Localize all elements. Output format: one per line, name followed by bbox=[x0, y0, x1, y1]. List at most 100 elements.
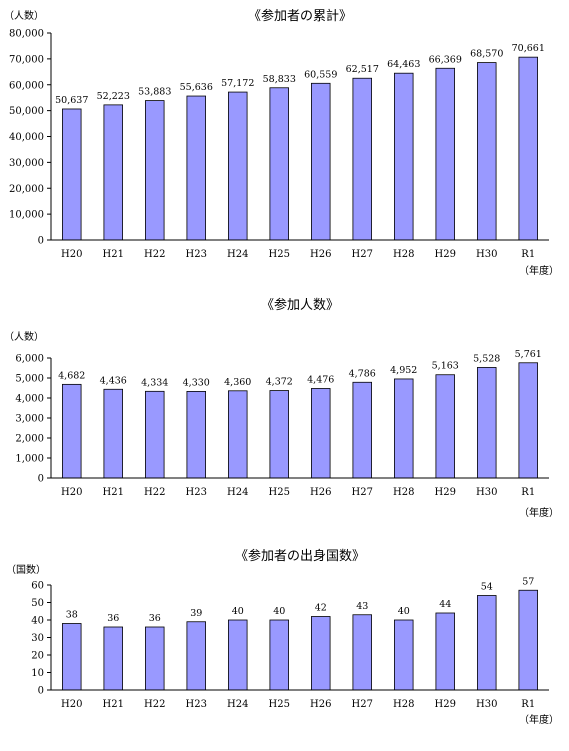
data-label-H23: 55,636 bbox=[180, 82, 213, 93]
x-tick-label: H20 bbox=[61, 249, 82, 260]
data-label-H22: 53,883 bbox=[138, 87, 171, 98]
y-tick-label: 10,000 bbox=[9, 210, 44, 221]
x-tick-label: H28 bbox=[393, 249, 414, 260]
data-label-R1: 70,661 bbox=[512, 43, 545, 54]
y-tick-label: 80,000 bbox=[9, 29, 44, 40]
data-label-H26: 42 bbox=[315, 603, 327, 614]
bar-H26 bbox=[311, 616, 331, 691]
data-label-H20: 4,682 bbox=[58, 370, 85, 381]
x-tick-label: H26 bbox=[310, 249, 331, 260]
y-tick-label: 20 bbox=[31, 651, 44, 662]
y-tick-label: 50 bbox=[31, 598, 44, 609]
data-label-R1: 5,761 bbox=[515, 349, 542, 360]
data-label-H21: 4,436 bbox=[100, 375, 127, 386]
y-tick-label: 0 bbox=[38, 236, 44, 247]
bar-H22 bbox=[145, 100, 165, 241]
bar-H24 bbox=[228, 91, 248, 241]
x-tick-label: H27 bbox=[352, 487, 373, 498]
x-tick-label: H24 bbox=[227, 249, 248, 260]
x-tick-label: H30 bbox=[476, 249, 497, 260]
data-label-H30: 5,528 bbox=[473, 353, 500, 364]
bar-H23 bbox=[186, 391, 206, 479]
bar-H20 bbox=[62, 383, 82, 479]
x-axis-label: （年度） bbox=[519, 506, 559, 519]
data-label-H22: 4,334 bbox=[141, 377, 168, 388]
participant-countries-chart: 《参加者の出身国数》 （国数） 0 10 20 30 40 50 60 38 H20 36 H21 36 H… bbox=[6, 548, 559, 726]
bar-H28 bbox=[394, 72, 414, 241]
cumulative-participants-chart: 《参加者の累計》 （人数） 0 10,000 20,000 30,000 40,000 50,… bbox=[4, 8, 559, 277]
x-tick-label: H22 bbox=[144, 249, 165, 260]
x-tick-label: H25 bbox=[269, 487, 290, 498]
x-axis-label: （年度） bbox=[519, 264, 559, 277]
data-label-H30: 68,570 bbox=[470, 49, 503, 60]
participants-per-year-chart: 《参加人数》 （人数） 0 1,000 2,000 3,000 4,000 5,000 6,00… bbox=[4, 297, 559, 519]
x-tick-label: H21 bbox=[103, 699, 124, 710]
bar-H30 bbox=[477, 595, 497, 691]
data-label-H21: 36 bbox=[107, 613, 119, 624]
data-label-H23: 4,330 bbox=[183, 377, 210, 388]
bar-H24 bbox=[228, 390, 248, 479]
bar-H25 bbox=[269, 619, 289, 691]
x-tick-label: H22 bbox=[144, 487, 165, 498]
x-tick-label: H28 bbox=[393, 487, 414, 498]
y-tick-label: 4,000 bbox=[15, 394, 44, 405]
data-label-H26: 4,476 bbox=[307, 374, 334, 385]
x-tick-label: H29 bbox=[435, 249, 456, 260]
bar-H26 bbox=[311, 388, 331, 479]
bar-H29 bbox=[435, 374, 455, 479]
x-tick-label: H23 bbox=[186, 249, 207, 260]
bar-H22 bbox=[145, 626, 165, 691]
x-tick-label: H21 bbox=[103, 249, 124, 260]
data-label-H29: 5,163 bbox=[432, 361, 459, 372]
x-tick-label: H23 bbox=[186, 487, 207, 498]
x-axis-label: （年度） bbox=[519, 713, 559, 726]
x-tick-label: H26 bbox=[310, 699, 331, 710]
y-tick-label: 6,000 bbox=[15, 354, 44, 365]
data-label-H25: 4,372 bbox=[266, 377, 293, 388]
y-tick-label: 5,000 bbox=[15, 374, 44, 385]
bar-R1 bbox=[518, 589, 538, 691]
y-tick-label: 2,000 bbox=[15, 434, 44, 445]
y-tick-label: 60 bbox=[31, 581, 44, 592]
bar-H23 bbox=[186, 95, 206, 241]
data-label-H30: 54 bbox=[481, 582, 493, 593]
bar-H24 bbox=[228, 619, 248, 691]
x-tick-label: H29 bbox=[435, 699, 456, 710]
y-tick-label: 70,000 bbox=[9, 54, 44, 65]
data-label-H25: 58,833 bbox=[263, 74, 296, 85]
bar-H29 bbox=[435, 67, 455, 241]
y-tick-label: 30 bbox=[31, 633, 44, 644]
data-label-H20: 50,637 bbox=[55, 95, 88, 106]
bar-H30 bbox=[477, 367, 497, 479]
y-tick-label: 50,000 bbox=[9, 106, 44, 117]
x-tick-label: H20 bbox=[61, 487, 82, 498]
x-tick-label: H21 bbox=[103, 487, 124, 498]
x-tick-label: H24 bbox=[227, 487, 248, 498]
data-label-R1: 57 bbox=[522, 576, 534, 587]
y-tick-label: 30,000 bbox=[9, 158, 44, 169]
chart-title: 《参加人数》 bbox=[261, 297, 339, 313]
x-tick-label: H20 bbox=[61, 699, 82, 710]
x-tick-label: H28 bbox=[393, 699, 414, 710]
x-tick-label: H22 bbox=[144, 699, 165, 710]
chart-title: 《参加者の出身国数》 bbox=[235, 548, 365, 564]
y-tick-label: 0 bbox=[38, 686, 44, 697]
y-tick-label: 3,000 bbox=[15, 414, 44, 425]
bar-H27 bbox=[352, 381, 372, 479]
x-tick-label: H30 bbox=[476, 487, 497, 498]
data-label-H28: 64,463 bbox=[387, 59, 420, 70]
bar-H28 bbox=[394, 619, 414, 691]
bar-R1 bbox=[518, 56, 538, 241]
data-label-H20: 38 bbox=[66, 610, 78, 621]
data-label-H21: 52,223 bbox=[97, 91, 130, 102]
data-label-H24: 40 bbox=[232, 606, 244, 617]
bar-H30 bbox=[477, 62, 497, 241]
x-tick-label: H23 bbox=[186, 699, 207, 710]
data-label-H25: 40 bbox=[273, 606, 285, 617]
y-axis-label: （人数） bbox=[4, 9, 44, 22]
data-label-H27: 62,517 bbox=[346, 64, 379, 75]
x-tick-label: H25 bbox=[269, 699, 290, 710]
bar-H28 bbox=[394, 378, 414, 479]
bar-H25 bbox=[269, 390, 289, 479]
bar-H27 bbox=[352, 77, 372, 241]
